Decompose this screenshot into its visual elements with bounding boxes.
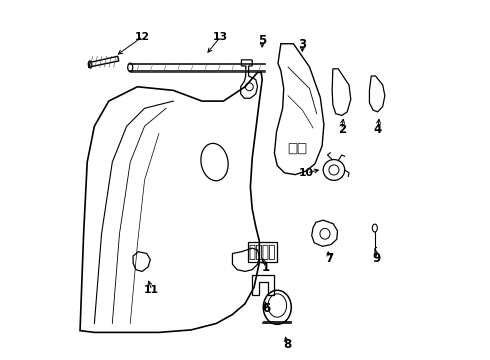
Text: 3: 3 bbox=[298, 38, 306, 51]
Text: 10: 10 bbox=[299, 168, 314, 178]
Text: 7: 7 bbox=[325, 252, 333, 265]
Text: 1: 1 bbox=[262, 261, 270, 274]
Text: 12: 12 bbox=[135, 32, 150, 41]
Text: 13: 13 bbox=[213, 32, 228, 41]
Text: 4: 4 bbox=[373, 123, 382, 136]
Text: 2: 2 bbox=[338, 123, 346, 136]
Text: 5: 5 bbox=[258, 34, 267, 48]
Text: 6: 6 bbox=[262, 302, 270, 315]
Text: 8: 8 bbox=[283, 338, 292, 351]
Bar bbox=[248, 242, 277, 262]
Text: 9: 9 bbox=[373, 252, 381, 265]
Text: 11: 11 bbox=[144, 285, 159, 296]
